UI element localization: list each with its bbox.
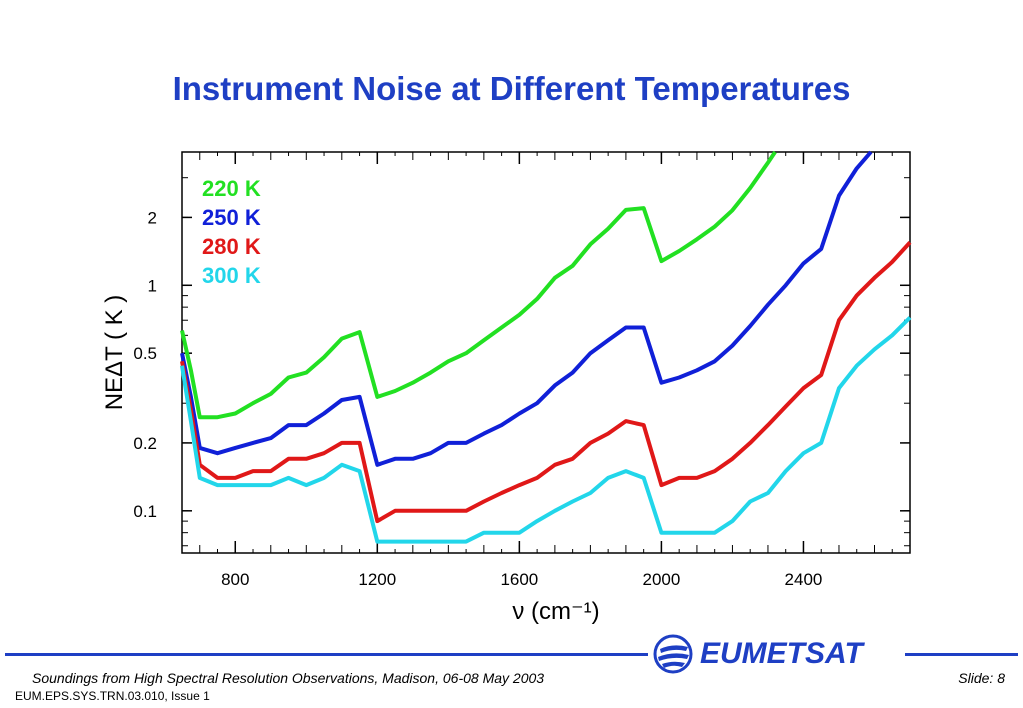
x-axis-label: ν (cm⁻¹) (512, 598, 599, 625)
footer-doc-id: EUM.EPS.SYS.TRN.03.010, Issue 1 (15, 689, 210, 703)
plot-frame (181, 151, 911, 554)
x-tick-label: 2400 (785, 570, 823, 589)
footer-event: Soundings from High Spectral Resolution … (32, 670, 545, 686)
legend-entry: 280 K (202, 234, 261, 259)
legend-entry: 220 K (202, 176, 261, 201)
y-tick-label: 0.5 (133, 344, 157, 363)
noise-chart: 800 1200 1600 2000 2400 0.1 0.2 0.5 1 2 ν (cm⁻¹) NE… (101, 150, 912, 625)
series-line-220k (180, 150, 777, 420)
footer-rule-left (5, 653, 648, 656)
footer-slide-number: Slide: 8 (958, 670, 1005, 686)
x-tick-label: 1600 (500, 570, 538, 589)
eumetsat-logo: EUMETSAT (652, 632, 863, 676)
series-line-300k (180, 316, 912, 544)
y-tick-label: 2 (148, 208, 157, 227)
logo-text: EUMETSAT (700, 637, 863, 670)
eumetsat-globe-icon (653, 634, 693, 674)
footer-rule-right (905, 653, 1018, 656)
series-line-250k (180, 150, 873, 467)
legend-entry: 250 K (202, 205, 261, 230)
legend-entry: 300 K (202, 263, 261, 288)
y-tick-label: 0.2 (133, 434, 157, 453)
x-tick-label: 1200 (358, 570, 396, 589)
slide-title: Instrument Noise at Different Temperatur… (172, 70, 851, 107)
y-tick-label: 1 (148, 276, 157, 295)
x-tick-label: 800 (221, 570, 249, 589)
y-tick-label: 0.1 (133, 502, 157, 521)
x-tick-label: 2000 (643, 570, 681, 589)
series-line-280k (180, 241, 912, 524)
y-axis-label: NEΔT ( K ) (101, 295, 128, 411)
